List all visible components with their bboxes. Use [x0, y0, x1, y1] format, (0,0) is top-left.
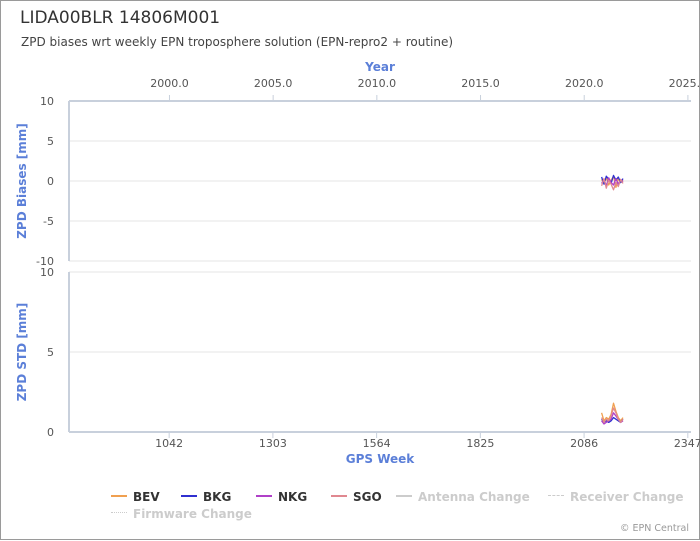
bottom-x-tick-label: 2086 [570, 437, 598, 450]
legend-label: Firmware Change [133, 507, 252, 521]
legend-item-bev[interactable]: BEV [111, 490, 160, 504]
credit-label: © EPN Central [620, 523, 689, 534]
top-x-tick-label: 2005.0 [254, 77, 293, 90]
y-tick-label: 0 [47, 175, 54, 188]
legend-label: BEV [133, 490, 160, 504]
legend-label: BKG [203, 490, 232, 504]
bottom-x-tick-label: 1042 [155, 437, 183, 450]
y-tick-label: 5 [47, 135, 54, 148]
legend-swatch [548, 495, 564, 496]
y-tick-label: 0 [47, 426, 54, 439]
legend-swatch [111, 512, 127, 513]
y-tick-label: 10 [40, 95, 54, 108]
series-line-bkg [600, 174, 624, 185]
top-y-axis-title: ZPD Biases [mm] [15, 123, 29, 239]
legend-label: Receiver Change [570, 490, 684, 504]
series-line-bev [600, 402, 624, 422]
legend-item-antenna-change[interactable]: Antenna Change [396, 490, 530, 504]
legend-swatch [181, 494, 197, 497]
legend-item-nkg[interactable]: NKG [256, 490, 307, 504]
legend-swatch [111, 494, 127, 497]
legend-item-receiver-change[interactable]: Receiver Change [548, 490, 684, 504]
chart-subtitle: ZPD biases wrt weekly EPN troposphere so… [21, 35, 454, 49]
top-x-tick-label: 2000.0 [150, 77, 189, 90]
legend-item-bkg[interactable]: BKG [181, 490, 231, 504]
legend-label: NKG [278, 490, 308, 504]
top-x-tick-label: 2015.0 [461, 77, 500, 90]
legend-label: Antenna Change [418, 490, 530, 504]
bottom-x-tick-label: 1564 [363, 437, 391, 450]
bottom-x-tick-label: 1303 [259, 437, 287, 450]
y-tick-label: -5 [43, 215, 54, 228]
series-line-sgo [600, 177, 624, 191]
bottom-y-axis-title: ZPD STD [mm] [15, 303, 29, 402]
chart-title: LIDA00BLR 14806M001 [20, 8, 221, 28]
top-x-tick-label: 2010.0 [358, 77, 397, 90]
top-x-tick-label: 2020.0 [565, 77, 604, 90]
bottom-x-tick-label: 2347 [674, 437, 700, 450]
legend-label: SGO [353, 490, 382, 504]
legend-item-sgo[interactable]: SGO [331, 490, 382, 504]
y-tick-label: 10 [40, 266, 54, 279]
legend-item-firmware-change[interactable]: Firmware Change [111, 507, 252, 521]
bottom-x-tick-label: 1825 [466, 437, 494, 450]
legend: BEV BKG NKG SGO Antenna Change Receiver Chang… [111, 490, 700, 524]
y-tick-label: -10 [36, 255, 54, 268]
legend-swatch [256, 494, 272, 497]
bottom-x-axis-title: GPS Week [346, 452, 416, 466]
top-x-tick-label: 2025.0 [669, 77, 700, 90]
top-x-axis-title: Year [364, 60, 395, 74]
legend-swatch [396, 494, 412, 497]
y-tick-label: 5 [47, 346, 54, 359]
series-line-sgo [601, 407, 624, 424]
legend-swatch [331, 494, 347, 497]
